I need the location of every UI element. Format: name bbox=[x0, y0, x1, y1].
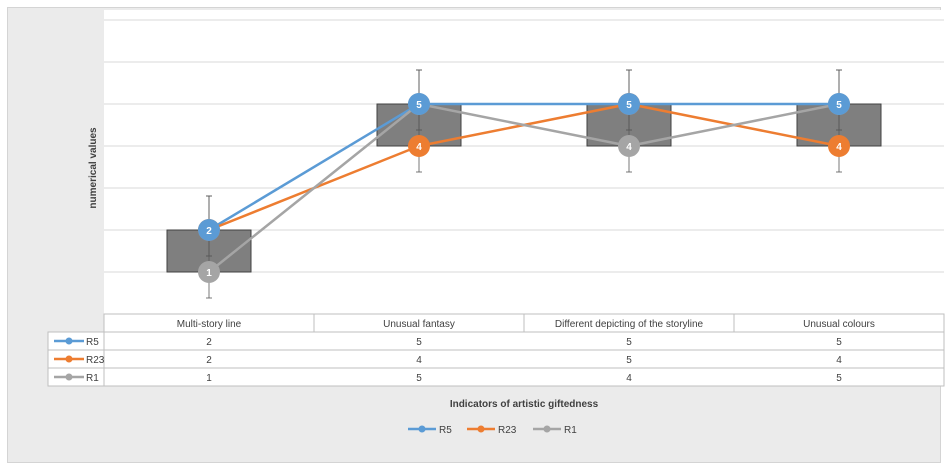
table-row bbox=[48, 350, 944, 368]
table-cell-value: 5 bbox=[416, 337, 422, 348]
data-label: 4 bbox=[416, 142, 422, 153]
data-label: 4 bbox=[836, 142, 842, 153]
table-series-name: R5 bbox=[86, 337, 99, 348]
table-series-key-marker bbox=[66, 356, 73, 363]
table-cell-value: 4 bbox=[626, 373, 632, 384]
data-label: 2 bbox=[206, 226, 212, 237]
table-cell-value: 1 bbox=[206, 373, 212, 384]
table-series-key-marker bbox=[66, 374, 73, 381]
legend-key-marker bbox=[478, 426, 485, 433]
table-row bbox=[48, 368, 944, 386]
table-series-key-marker bbox=[66, 338, 73, 345]
table-cell-value: 2 bbox=[206, 337, 212, 348]
table-cell-value: 5 bbox=[626, 337, 632, 348]
table-series-name: R1 bbox=[86, 373, 99, 384]
legend-key-marker bbox=[544, 426, 551, 433]
legend-entry-r1: R1 bbox=[564, 425, 577, 436]
table-cell-value: 5 bbox=[836, 373, 842, 384]
table-cell-value: 5 bbox=[416, 373, 422, 384]
table-category-label: Multi-story line bbox=[177, 319, 242, 330]
table-cell-value: 4 bbox=[416, 355, 422, 366]
table-series-name: R23 bbox=[86, 355, 105, 366]
legend-key-marker bbox=[419, 426, 426, 433]
data-label: 5 bbox=[626, 100, 632, 111]
table-row bbox=[48, 332, 944, 350]
table-category-label: Unusual fantasy bbox=[383, 319, 455, 330]
data-label: 5 bbox=[416, 100, 422, 111]
table-cell-value: 2 bbox=[206, 355, 212, 366]
x-axis-title: Indicators of artistic giftedness bbox=[450, 399, 599, 410]
table-category-label: Different depicting of the storyline bbox=[555, 319, 704, 330]
y-axis-title: numerical values bbox=[88, 127, 99, 209]
data-label: 4 bbox=[626, 142, 632, 153]
legend-entry-r5: R5 bbox=[439, 425, 452, 436]
data-label: 5 bbox=[836, 100, 842, 111]
table-cell-value: 5 bbox=[836, 337, 842, 348]
table-cell-value: 5 bbox=[626, 355, 632, 366]
data-label: 1 bbox=[206, 268, 212, 279]
table-cell-value: 4 bbox=[836, 355, 842, 366]
legend-entry-r23: R23 bbox=[498, 425, 517, 436]
data-table: Multi-story line Unusual fantasy Different… bbox=[48, 314, 944, 386]
legend: R5 R23 R1 bbox=[408, 425, 577, 436]
table-category-label: Unusual colours bbox=[803, 319, 875, 330]
